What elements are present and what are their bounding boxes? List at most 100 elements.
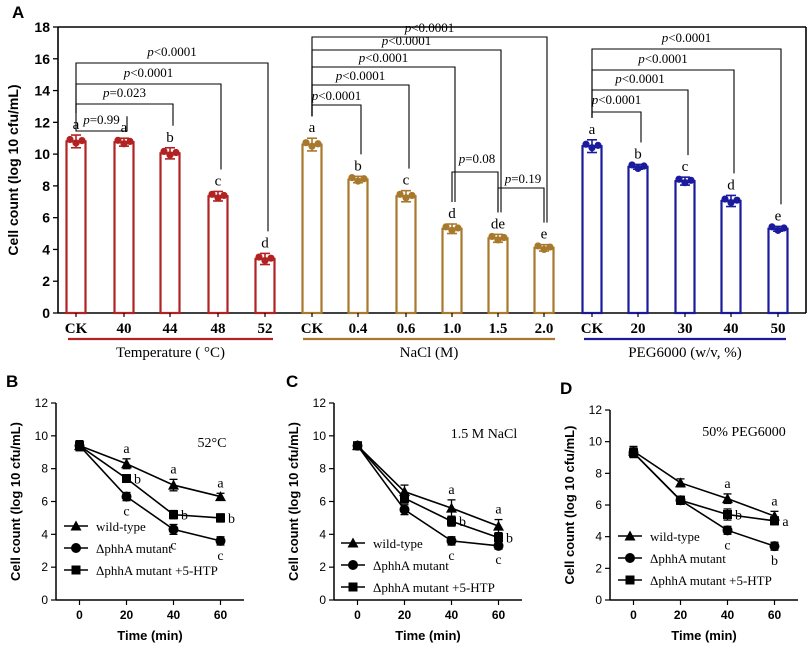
- data-point: [308, 142, 316, 150]
- panel-label-d: D: [560, 379, 572, 398]
- y-tick-label-a: 18: [34, 19, 50, 35]
- data-point: [768, 223, 776, 231]
- y-tick-label-b: 0: [41, 593, 48, 607]
- significance-letter: b: [735, 509, 742, 524]
- data-point: [446, 502, 457, 513]
- data-point: [721, 195, 729, 203]
- legend-label: ΔphhA mutant: [96, 541, 172, 556]
- data-point: [126, 137, 134, 145]
- comparison-bracket: [311, 36, 548, 223]
- data-point: [640, 162, 648, 170]
- legend-marker: [71, 565, 81, 575]
- p-value-label: p<0.0001: [661, 30, 712, 45]
- legend-label: wild-type: [96, 519, 146, 534]
- y-tick-label-a: 2: [42, 273, 50, 289]
- x-tick-label-a: 1.5: [489, 321, 508, 337]
- bar: [113, 141, 135, 315]
- p-value-label: p<0.0001: [381, 33, 432, 48]
- data-point: [769, 541, 780, 552]
- significance-letter: a: [724, 477, 731, 492]
- data-point: [628, 447, 639, 458]
- data-point: [66, 135, 74, 144]
- bar: [674, 180, 696, 315]
- p-value-label: p=0.08: [458, 151, 496, 166]
- bar: [581, 145, 603, 315]
- significance-letter: e: [541, 227, 548, 243]
- p-value-label: p<0.0001: [637, 51, 688, 66]
- bar: [533, 246, 555, 315]
- data-point: [588, 144, 596, 152]
- x-tick-label-a: 44: [163, 321, 179, 337]
- data-point: [261, 256, 269, 265]
- significance-letter: a: [309, 120, 316, 136]
- x-tick-label-a: 50: [771, 321, 786, 337]
- data-point: [120, 140, 128, 148]
- y-tick-label-d: 12: [589, 403, 603, 417]
- significance-letter: d: [727, 177, 735, 193]
- series-line: [356, 445, 499, 527]
- x-tick-label-a: 30: [678, 321, 693, 337]
- x-tick-label-a: 20: [631, 321, 646, 337]
- series-line: [632, 452, 775, 522]
- data-point: [215, 491, 226, 502]
- significance-letter: b: [506, 532, 513, 547]
- bar: [767, 227, 789, 315]
- data-point: [494, 236, 502, 244]
- y-tick-label-a: 4: [42, 241, 50, 257]
- y-tick-label-c: 2: [319, 560, 326, 574]
- series-line: [632, 452, 775, 547]
- y-tick-label-d: 10: [589, 435, 603, 449]
- data-point: [723, 510, 732, 519]
- comparison-bracket: [591, 111, 642, 143]
- bar: [301, 143, 323, 315]
- x-axis-label-c: Time (min): [395, 628, 461, 643]
- significance-letter: de: [491, 216, 506, 232]
- data-point: [494, 533, 503, 543]
- significance-letter: a: [771, 494, 778, 509]
- data-point: [727, 198, 735, 207]
- data-point: [169, 510, 178, 520]
- significance-letter: a: [448, 483, 455, 498]
- significance-letter: a: [170, 462, 177, 477]
- significance-letter: c: [448, 549, 454, 564]
- bar: [254, 257, 276, 315]
- significance-letter: c: [215, 173, 222, 189]
- group-label: Temperature ( °C): [116, 345, 225, 361]
- comparison-bracket-extra: [451, 171, 499, 213]
- significance-letter: c: [403, 173, 410, 189]
- significance-letter: a: [121, 120, 128, 136]
- data-point: [72, 139, 80, 147]
- data-point: [722, 525, 733, 536]
- x-axis-label-b: Time (min): [117, 628, 183, 643]
- y-tick-label-b: 4: [41, 527, 48, 541]
- significance-letter: d: [261, 235, 269, 251]
- data-point: [74, 440, 85, 451]
- comparison-bracket: [75, 113, 128, 132]
- data-point: [687, 176, 695, 184]
- x-axis-label-d: Time (min): [671, 628, 737, 643]
- data-point: [780, 224, 788, 232]
- data-point: [121, 458, 132, 469]
- legend-marker: [348, 582, 358, 592]
- legend-label: ΔphhA mutant +5-HTP: [373, 580, 495, 595]
- y-tick-label-d: 8: [595, 466, 602, 480]
- data-point: [722, 493, 733, 504]
- data-point: [634, 164, 642, 173]
- significance-letter: b: [228, 512, 235, 527]
- data-point: [442, 223, 450, 231]
- y-tick-label-b: 2: [41, 560, 48, 574]
- x-tick-label-a: 52: [258, 321, 273, 337]
- data-point: [447, 516, 456, 526]
- data-point: [675, 175, 683, 183]
- significance-letter: d: [448, 206, 456, 222]
- x-tick-label-a: 40: [724, 321, 739, 337]
- series-line: [79, 445, 221, 519]
- data-point: [220, 191, 228, 200]
- x-tick-label-a: CK: [301, 321, 324, 337]
- legend-label: ΔphhA mutant +5-HTP: [96, 563, 218, 578]
- x-tick-label-b: 40: [167, 608, 181, 622]
- data-point: [446, 535, 457, 546]
- data-point: [121, 491, 132, 502]
- significance-letter: a: [782, 515, 789, 530]
- y-tick-label-b: 12: [35, 396, 49, 410]
